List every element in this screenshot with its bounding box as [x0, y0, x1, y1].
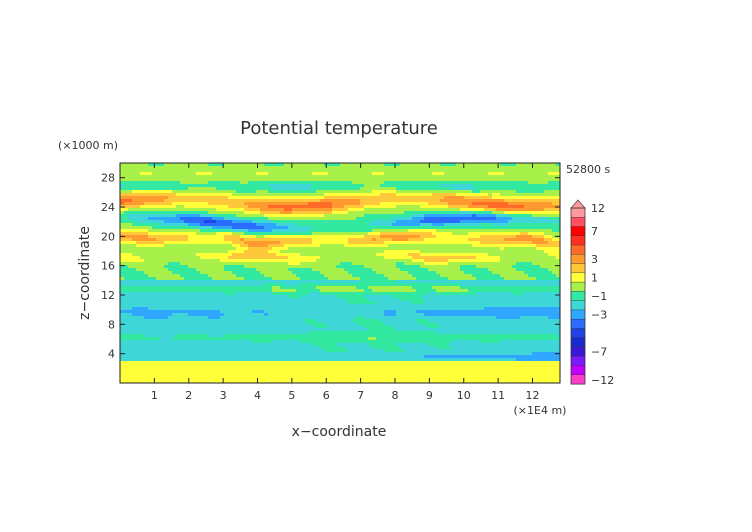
colorbar-label: 7 — [591, 225, 598, 238]
colorbar-swatch — [570, 217, 586, 228]
x-tick-label: 9 — [426, 389, 433, 402]
x-unit-label: (×1E4 m) — [514, 404, 567, 417]
colorbar-label: 12 — [591, 202, 605, 215]
colorbar-swatch — [570, 300, 586, 311]
y-tick-label: 28 — [101, 172, 115, 185]
time-label: 52800 s — [566, 163, 610, 176]
y-tick-label: 16 — [101, 260, 115, 273]
colorbar-swatch — [570, 291, 586, 302]
y-axis-ticks: 4 8 12 16 20 24 28 — [101, 172, 560, 361]
x-axis-ticks: 1 2 3 4 5 6 7 8 9 10 11 12 — [151, 163, 540, 402]
x-tick-label: 10 — [457, 389, 471, 402]
colorbar-swatch — [570, 309, 586, 320]
colorbar-swatch — [570, 244, 586, 255]
colorbar-swatch — [570, 272, 586, 283]
heatmap-field — [120, 163, 560, 383]
colorbar-swatch — [570, 356, 586, 366]
x-tick-label: 8 — [392, 389, 399, 402]
x-axis-label: x−coordinate — [292, 424, 387, 440]
y-axis-label: z−coordinate — [77, 226, 93, 320]
y-tick-label: 12 — [101, 289, 115, 302]
colorbar-frame — [570, 207, 586, 385]
colorbar-swatch — [570, 281, 586, 292]
colorbar-swatch — [570, 235, 586, 246]
x-tick-label: 5 — [288, 389, 295, 402]
colorbar-swatch — [570, 337, 586, 348]
x-tick-label: 11 — [491, 389, 505, 402]
colorbar-label: −7 — [591, 346, 607, 359]
colorbar-swatch — [570, 374, 586, 385]
colorbar-swatch — [570, 365, 586, 376]
y-tick-label: 20 — [101, 230, 115, 243]
x-tick-label: 12 — [526, 389, 540, 402]
colorbar-swatch — [570, 346, 586, 357]
chart-title: Potential temperature — [240, 118, 438, 139]
y-tick-label: 8 — [108, 318, 115, 331]
y-tick-label: 24 — [101, 201, 115, 214]
colorbar-label: 3 — [591, 253, 598, 266]
colorbar-label: 1 — [591, 271, 598, 284]
colorbar-swatch — [570, 207, 586, 218]
colorbar-swatch — [570, 328, 586, 339]
colorbar-label: −12 — [591, 374, 614, 387]
colorbar-swatch — [570, 318, 586, 329]
colorbar-swatch — [570, 254, 586, 265]
y-tick-label: 4 — [108, 348, 115, 361]
colorbar-swatch — [570, 263, 586, 274]
x-tick-label: 4 — [254, 389, 261, 402]
colorbar-labels: 12 7 3 1 −1 −3 −7 −12 — [591, 202, 614, 387]
colorbar-label: −3 — [591, 309, 607, 322]
x-tick-label: 6 — [323, 389, 330, 402]
x-tick-label: 7 — [357, 389, 364, 402]
colorbar-label: −1 — [591, 290, 607, 303]
x-tick-label: 1 — [151, 389, 158, 402]
colorbar-top-arrow — [570, 199, 586, 209]
x-tick-label: 2 — [185, 389, 192, 402]
colorbar-swatch — [570, 226, 586, 237]
x-tick-label: 3 — [220, 389, 227, 402]
plot-frame — [119, 162, 561, 384]
colorbar — [570, 199, 586, 385]
y-unit-label: (×1000 m) — [58, 139, 118, 152]
